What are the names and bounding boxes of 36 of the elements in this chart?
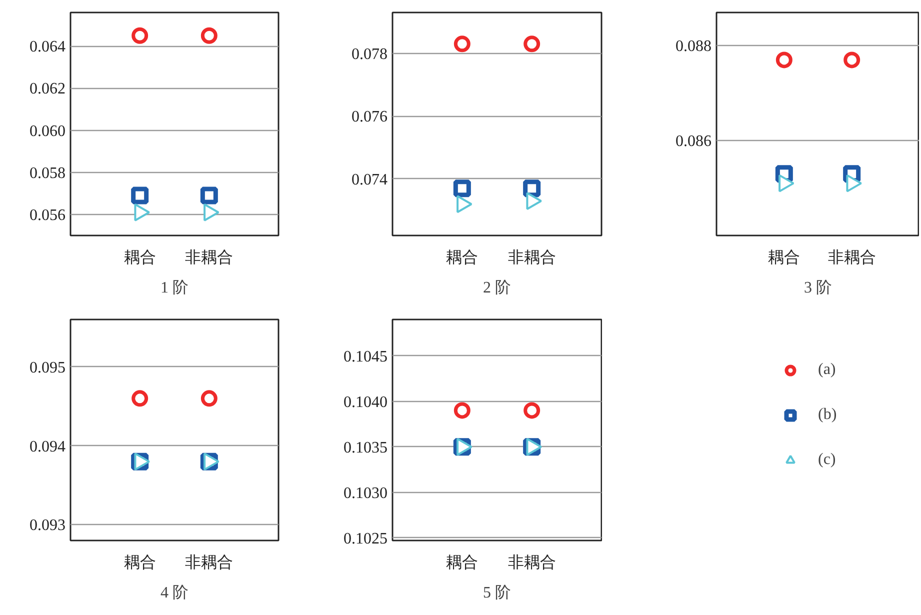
x-tick-label: 非耦合 [508, 554, 556, 572]
y-tick-label: 0.095 [30, 359, 66, 376]
x-tick-label: 耦合 [124, 248, 156, 266]
y-tick-label: 0.1045 [344, 348, 388, 366]
x-tick-label: 非耦合 [508, 248, 556, 266]
y-tick-label: 0.094 [30, 438, 66, 456]
y-tick-label: 0.062 [30, 80, 66, 98]
x-tick-label: 耦合 [768, 248, 800, 266]
y-tick-label: 0.056 [30, 206, 66, 224]
y-tick-label: 0.1040 [344, 394, 388, 411]
y-tick-label: 0.1030 [344, 484, 388, 502]
x-axis-title: 4 阶 [160, 584, 188, 602]
y-tick-label: 0.074 [352, 171, 388, 188]
x-tick-label: 耦合 [124, 554, 156, 572]
y-tick-label: 0.093 [30, 517, 66, 534]
x-axis-title: 5 阶 [483, 584, 511, 602]
y-tick-label: 0.060 [30, 122, 66, 140]
x-axis-title: 2 阶 [483, 280, 511, 296]
y-tick-label: 0.058 [30, 164, 66, 182]
y-tick-label: 0.1025 [344, 530, 388, 548]
x-tick-label: 非耦合 [185, 248, 234, 266]
x-axis-title: 3 阶 [804, 280, 832, 296]
y-tick-label: 0.086 [676, 133, 712, 150]
x-tick-label: 耦合 [446, 248, 478, 266]
x-axis-title: 1 阶 [160, 280, 188, 296]
legend-label: (c) [818, 451, 837, 469]
y-tick-label: 0.078 [352, 46, 388, 63]
legend-label: (b) [818, 406, 838, 424]
x-tick-label: 耦合 [446, 554, 478, 572]
y-tick-label: 0.1035 [344, 439, 388, 456]
y-tick-label: 0.076 [352, 108, 388, 126]
y-tick-label: 0.088 [676, 38, 712, 56]
x-tick-label: 非耦合 [828, 248, 876, 266]
x-tick-label: 非耦合 [185, 554, 234, 572]
legend-label: (a) [818, 361, 837, 379]
y-tick-label: 0.064 [30, 38, 66, 56]
